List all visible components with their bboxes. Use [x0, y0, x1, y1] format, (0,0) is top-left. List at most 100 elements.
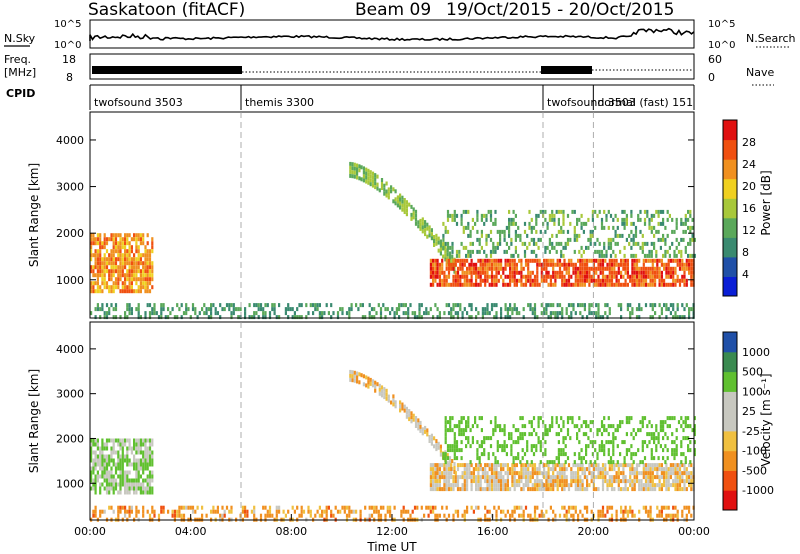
heatmap-cell — [374, 185, 376, 189]
y-tick-label: 1000 — [56, 274, 84, 287]
heatmap-cell — [435, 242, 437, 246]
heatmap-cell — [149, 459, 151, 463]
heatmap-cell — [253, 510, 255, 514]
heatmap-cell — [680, 416, 682, 420]
heatmap-cell — [450, 267, 452, 271]
heatmap-cell — [117, 245, 119, 249]
heatmap-cell — [534, 275, 536, 279]
heatmap-cell — [595, 311, 597, 315]
heatmap-cell — [447, 428, 449, 432]
heatmap-cell — [115, 257, 117, 261]
heatmap-cell — [431, 232, 433, 236]
heatmap-cell — [490, 230, 492, 234]
heatmap-cell — [532, 471, 534, 475]
heatmap-cell — [404, 405, 406, 409]
heatmap-cell — [690, 514, 692, 518]
heatmap-cell — [432, 267, 434, 271]
heatmap-cell — [117, 491, 119, 495]
heatmap-cell — [92, 273, 94, 277]
heatmap-cell — [630, 432, 632, 436]
heatmap-cell — [467, 416, 469, 420]
heatmap-cell — [498, 483, 500, 487]
heatmap-cell — [104, 443, 106, 447]
heatmap-cell — [673, 254, 675, 258]
heatmap-cell — [372, 172, 374, 176]
heatmap-cell — [636, 467, 638, 471]
heatmap-cell — [404, 198, 406, 202]
heatmap-cell — [354, 171, 356, 175]
heatmap-cell — [138, 269, 140, 273]
heatmap-cell — [99, 253, 101, 257]
heatmap-cell — [535, 432, 537, 436]
heatmap-cell — [545, 475, 547, 479]
heatmap-cell — [650, 259, 652, 263]
heatmap-cell — [579, 479, 581, 483]
heatmap-cell — [464, 271, 466, 275]
heatmap-cell — [509, 263, 511, 267]
heatmap-cell — [484, 514, 486, 518]
heatmap-cell — [643, 259, 645, 263]
heatmap-cell — [527, 275, 529, 279]
nsky-label: N.Sky — [4, 32, 36, 45]
heatmap-cell — [129, 233, 131, 237]
heatmap-cell — [443, 275, 445, 279]
heatmap-cell — [459, 275, 461, 279]
nsearch-tick-low: 10^0 — [708, 40, 735, 51]
heatmap-cell — [582, 303, 584, 307]
heatmap-cell — [462, 483, 464, 487]
heatmap-cell — [249, 303, 251, 307]
heatmap-cell — [115, 303, 117, 307]
heatmap-cell — [101, 245, 103, 249]
heatmap-cell — [468, 271, 470, 275]
heatmap-cell — [653, 456, 655, 460]
heatmap-cell — [119, 245, 121, 249]
heatmap-cell — [566, 475, 568, 479]
heatmap-cell — [422, 229, 424, 233]
heatmap-cell — [124, 273, 126, 277]
heatmap-cell — [413, 207, 415, 211]
heatmap-cell — [147, 510, 149, 514]
heatmap-cell — [419, 425, 421, 429]
heatmap-cell — [476, 210, 478, 214]
heatmap-cell — [224, 307, 226, 311]
heatmap-cell — [597, 514, 599, 518]
heatmap-cell — [432, 263, 434, 267]
heatmap-cell — [677, 303, 679, 307]
heatmap-cell — [122, 265, 124, 269]
heatmap-cell — [429, 435, 431, 439]
heatmap-cell — [484, 471, 486, 475]
heatmap-cell — [500, 487, 502, 491]
heatmap-cell — [505, 275, 507, 279]
heatmap-cell — [557, 475, 559, 479]
heatmap-cell — [493, 263, 495, 267]
heatmap-cell — [686, 467, 688, 471]
heatmap-cell — [462, 311, 464, 315]
heatmap-cell — [528, 226, 530, 230]
heatmap-cell — [317, 510, 319, 514]
heatmap-cell — [507, 311, 509, 315]
heatmap-cell — [465, 226, 467, 230]
heatmap-cell — [101, 265, 103, 269]
heatmap-cell — [673, 230, 675, 234]
heatmap-cell — [376, 382, 378, 386]
heatmap-cell — [545, 275, 547, 279]
heatmap-cell — [138, 265, 140, 269]
heatmap-cell — [147, 241, 149, 245]
heatmap-cell — [124, 471, 126, 475]
heatmap-cell — [660, 420, 662, 424]
heatmap-cell — [677, 471, 679, 475]
heatmap-cell — [679, 267, 681, 271]
heatmap-cell — [677, 510, 679, 514]
heatmap-cell — [590, 440, 592, 444]
colorbar-tick: 16 — [742, 202, 756, 215]
heatmap-cell — [113, 241, 115, 245]
heatmap-cell — [692, 238, 694, 242]
heatmap-cell — [567, 214, 569, 218]
heatmap-cell — [446, 506, 448, 510]
heatmap-cell — [600, 259, 602, 263]
heatmap-cell — [531, 460, 533, 464]
heatmap-cell — [595, 303, 597, 307]
heatmap-cell — [562, 222, 564, 226]
heatmap-cell — [587, 444, 589, 448]
heatmap-cell — [104, 261, 106, 265]
